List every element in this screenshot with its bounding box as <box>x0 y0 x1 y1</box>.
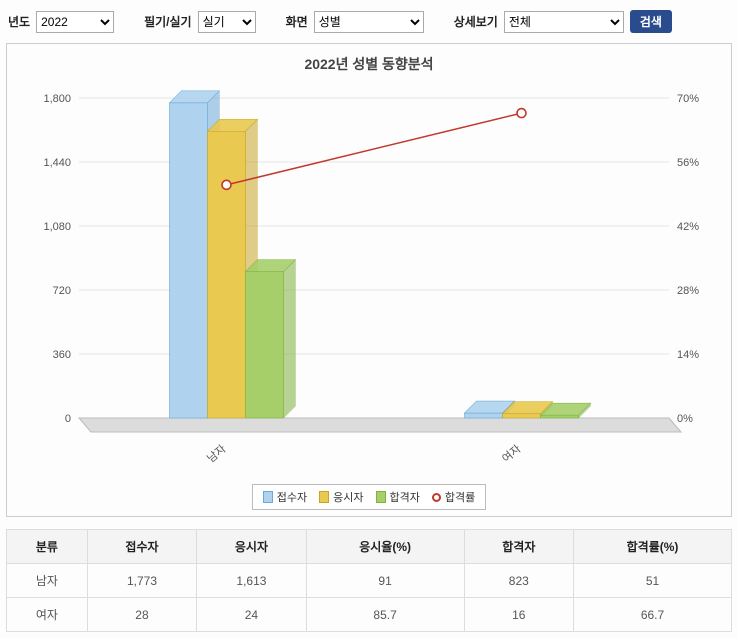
table-cell: 1,773 <box>87 564 196 598</box>
table-cell: 1,613 <box>197 564 306 598</box>
table-cell: 823 <box>464 564 573 598</box>
table-cell: 28 <box>87 598 196 632</box>
screen-select[interactable]: 성별 <box>314 11 424 33</box>
table-header: 응시율(%) <box>306 530 464 564</box>
table-cell: 16 <box>464 598 573 632</box>
table-cell: 91 <box>306 564 464 598</box>
legend-swatch-icon <box>376 491 386 503</box>
chart-panel: 2022년 성별 동향분석 0 360 720 1,080 1,440 1,800 0% 14… <box>6 43 732 517</box>
legend-item: 합격률 <box>432 489 475 505</box>
year-select[interactable]: 2022 <box>36 11 114 33</box>
svg-text:70%: 70% <box>677 93 699 105</box>
table-header: 분류 <box>7 530 88 564</box>
legend-item: 합격자 <box>376 489 420 505</box>
legend-marker-icon <box>432 493 441 502</box>
table-header: 합격자 <box>464 530 573 564</box>
table-cell: 66.7 <box>574 598 732 632</box>
table-cell: 24 <box>197 598 306 632</box>
detail-label: 상세보기 <box>454 13 498 30</box>
legend-swatch-icon <box>263 491 273 503</box>
legend-item: 응시자 <box>319 489 363 505</box>
table-cell: 51 <box>574 564 732 598</box>
table-cell: 85.7 <box>306 598 464 632</box>
screen-label: 화면 <box>286 13 308 30</box>
chart-title: 2022년 성별 동향분석 <box>15 54 723 74</box>
table-cell: 여자 <box>7 598 88 632</box>
search-button[interactable]: 검색 <box>630 10 672 33</box>
table-row: 여자282485.71666.7 <box>7 598 732 632</box>
table-row: 남자1,7731,6139182351 <box>7 564 732 598</box>
svg-text:360: 360 <box>53 349 71 361</box>
legend-swatch-icon <box>319 491 329 503</box>
svg-text:1,800: 1,800 <box>43 93 71 105</box>
legend-label: 합격자 <box>390 489 420 505</box>
svg-text:42%: 42% <box>677 221 699 233</box>
filter-bar: 년도 2022 필기/실기 실기 화면 성별 상세보기 전체 검색 <box>6 6 732 43</box>
svg-text:0%: 0% <box>677 413 693 425</box>
type-label: 필기/실기 <box>144 13 192 30</box>
svg-text:1,080: 1,080 <box>43 221 71 233</box>
svg-text:720: 720 <box>53 285 71 297</box>
svg-text:56%: 56% <box>677 157 699 169</box>
table-cell: 남자 <box>7 564 88 598</box>
legend-label: 응시자 <box>333 489 363 505</box>
table-header: 접수자 <box>87 530 196 564</box>
svg-text:28%: 28% <box>677 285 699 297</box>
chart-legend: 접수자 응시자 합격자 합격률 <box>252 484 487 510</box>
table-header: 응시자 <box>197 530 306 564</box>
svg-text:여자: 여자 <box>500 442 524 465</box>
legend-label: 접수자 <box>277 489 307 505</box>
svg-text:0: 0 <box>65 413 71 425</box>
detail-select[interactable]: 전체 <box>504 11 624 33</box>
type-select[interactable]: 실기 <box>198 11 256 33</box>
trend-chart: 0 360 720 1,080 1,440 1,800 0% 14% 28% 42% 56% 70% 남… <box>19 78 719 478</box>
data-table: 분류접수자응시자응시율(%)합격자합격률(%) 남자1,7731,6139182… <box>6 529 732 632</box>
legend-label: 합격률 <box>445 489 475 505</box>
year-label: 년도 <box>8 13 30 30</box>
svg-text:1,440: 1,440 <box>43 157 71 169</box>
svg-text:남자: 남자 <box>205 442 229 465</box>
legend-item: 접수자 <box>263 489 307 505</box>
svg-text:14%: 14% <box>677 349 699 361</box>
table-header: 합격률(%) <box>574 530 732 564</box>
